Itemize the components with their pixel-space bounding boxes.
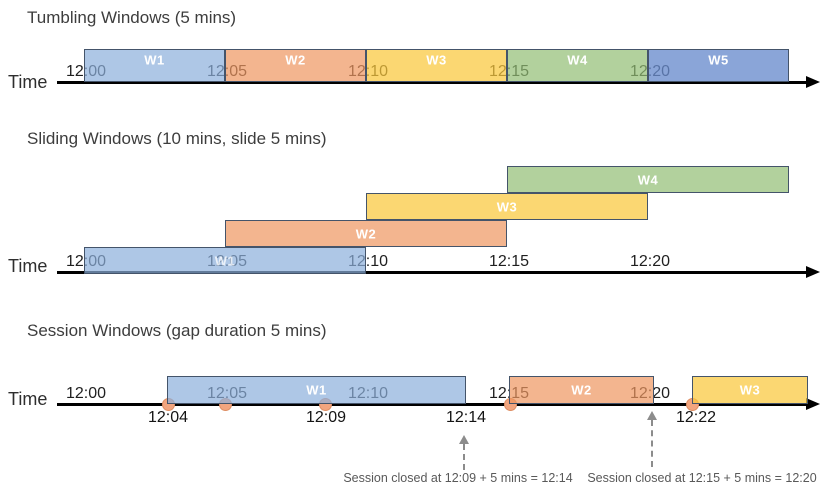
window-label: W1 <box>144 52 165 68</box>
session-timeline <box>57 403 807 406</box>
tumbling-section-title: Tumbling Windows (5 mins) <box>27 8 237 27</box>
timeline-arrowhead-icon <box>806 398 820 410</box>
tumbling-time-axis-label: Time <box>8 72 48 92</box>
window-label: W2 <box>571 382 592 398</box>
window-label: W3 <box>496 199 518 214</box>
sliding-section-title: Sliding Windows (10 mins, slide 5 mins) <box>27 129 327 148</box>
sliding-window-w3: W3 <box>366 193 648 220</box>
window-label: W5 <box>708 52 729 68</box>
tumbling-timeline <box>57 81 807 84</box>
window-label: W2 <box>355 226 377 241</box>
dashed-arrow-up-icon <box>459 435 469 444</box>
sliding-timeline <box>57 271 807 274</box>
sliding-window-w4: W4 <box>507 166 789 193</box>
session-time-axis-label: Time <box>8 389 48 409</box>
window-label: W3 <box>739 382 761 398</box>
timeline-arrowhead-icon <box>806 76 820 88</box>
tick-label: 12:20 <box>630 253 671 270</box>
session-closed-annotation: Session closed at 12:15 + 5 mins = 12:20 <box>587 471 817 485</box>
window-label: W2 <box>285 52 306 68</box>
window-label: W1 <box>306 382 327 398</box>
window-label: W4 <box>637 172 659 187</box>
session-window-w2: W2 <box>509 376 654 404</box>
tumbling-window-w2: W2 <box>225 49 366 82</box>
tumbling-window-w4: W4 <box>507 49 648 82</box>
event-time-label: 12:04 <box>147 409 189 426</box>
tick-label: 12:15 <box>489 253 530 270</box>
sliding-window-w2: W2 <box>225 220 507 247</box>
event-time-label: 12:22 <box>675 409 717 426</box>
sliding-time-axis-label: Time <box>8 256 48 276</box>
session-section-title: Session Windows (gap duration 5 mins) <box>27 321 327 340</box>
dashed-arrow-shaft <box>463 444 465 470</box>
window-label: W1 <box>214 253 236 268</box>
event-time-label: 12:14 <box>445 409 487 426</box>
tick-label: 12:00 <box>66 385 107 402</box>
dashed-arrow-shaft <box>651 420 653 467</box>
event-time-label: 12:09 <box>305 409 347 426</box>
session-window-w3: W3 <box>692 376 808 404</box>
session-closed-annotation: Session closed at 12:09 + 5 mins = 12:14 <box>343 471 573 485</box>
tumbling-window-w1: W1 <box>84 49 225 82</box>
window-label: W3 <box>426 52 447 68</box>
timeline-arrowhead-icon <box>806 266 820 278</box>
tumbling-window-w5: W5 <box>648 49 789 82</box>
tumbling-window-w3: W3 <box>366 49 507 82</box>
dashed-arrow-up-icon <box>647 411 657 420</box>
window-label: W4 <box>567 52 588 68</box>
sliding-window-w1: W1 <box>84 247 366 274</box>
session-window-w1: W1 <box>167 376 466 404</box>
